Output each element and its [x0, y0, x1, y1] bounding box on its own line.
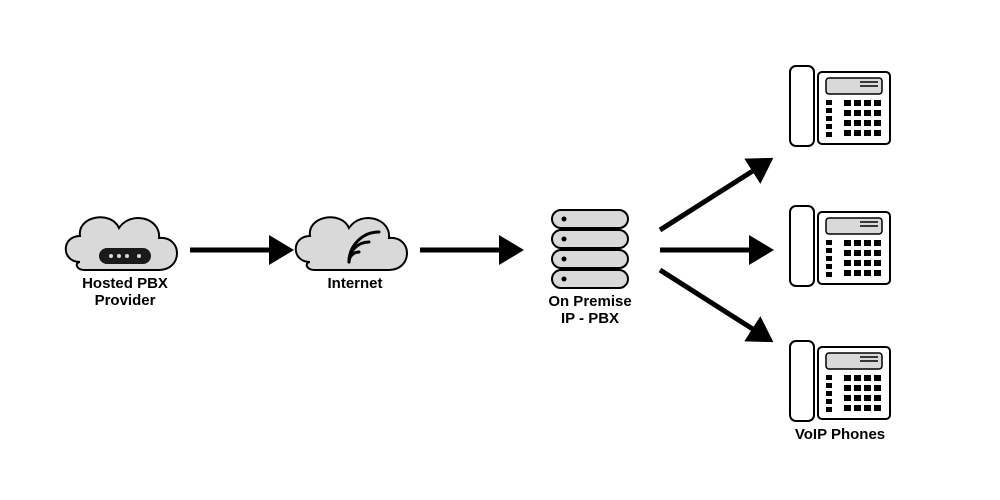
- node-phone2: [790, 206, 890, 286]
- node-label: On PremiseIP - PBX: [548, 293, 631, 327]
- phone-icon: [790, 66, 890, 146]
- phone-icon: [790, 206, 890, 286]
- edges-layer: [190, 160, 770, 340]
- cloud-router-icon: [66, 217, 177, 270]
- cloud-wifi-icon: [296, 217, 407, 270]
- edge-ippbx-to-phone1: [660, 160, 770, 230]
- nodes-layer: Hosted PBXProvider Internet On PremiseIP -…: [66, 66, 890, 443]
- node-label: Hosted PBXProvider: [82, 275, 168, 309]
- server-stack-icon: [552, 210, 628, 288]
- phone-icon: [790, 341, 890, 421]
- node-ippbx: On PremiseIP - PBX: [548, 210, 631, 327]
- node-phone3: VoIP Phones: [790, 341, 890, 443]
- node-label: Internet: [327, 275, 382, 292]
- pbx-network-diagram: Hosted PBXProvider Internet On PremiseIP -…: [0, 0, 1000, 500]
- node-label: VoIP Phones: [795, 426, 885, 443]
- node-hosted: Hosted PBXProvider: [66, 217, 177, 309]
- node-phone1: [790, 66, 890, 146]
- node-internet: Internet: [296, 217, 407, 292]
- edge-ippbx-to-phone3: [660, 270, 770, 340]
